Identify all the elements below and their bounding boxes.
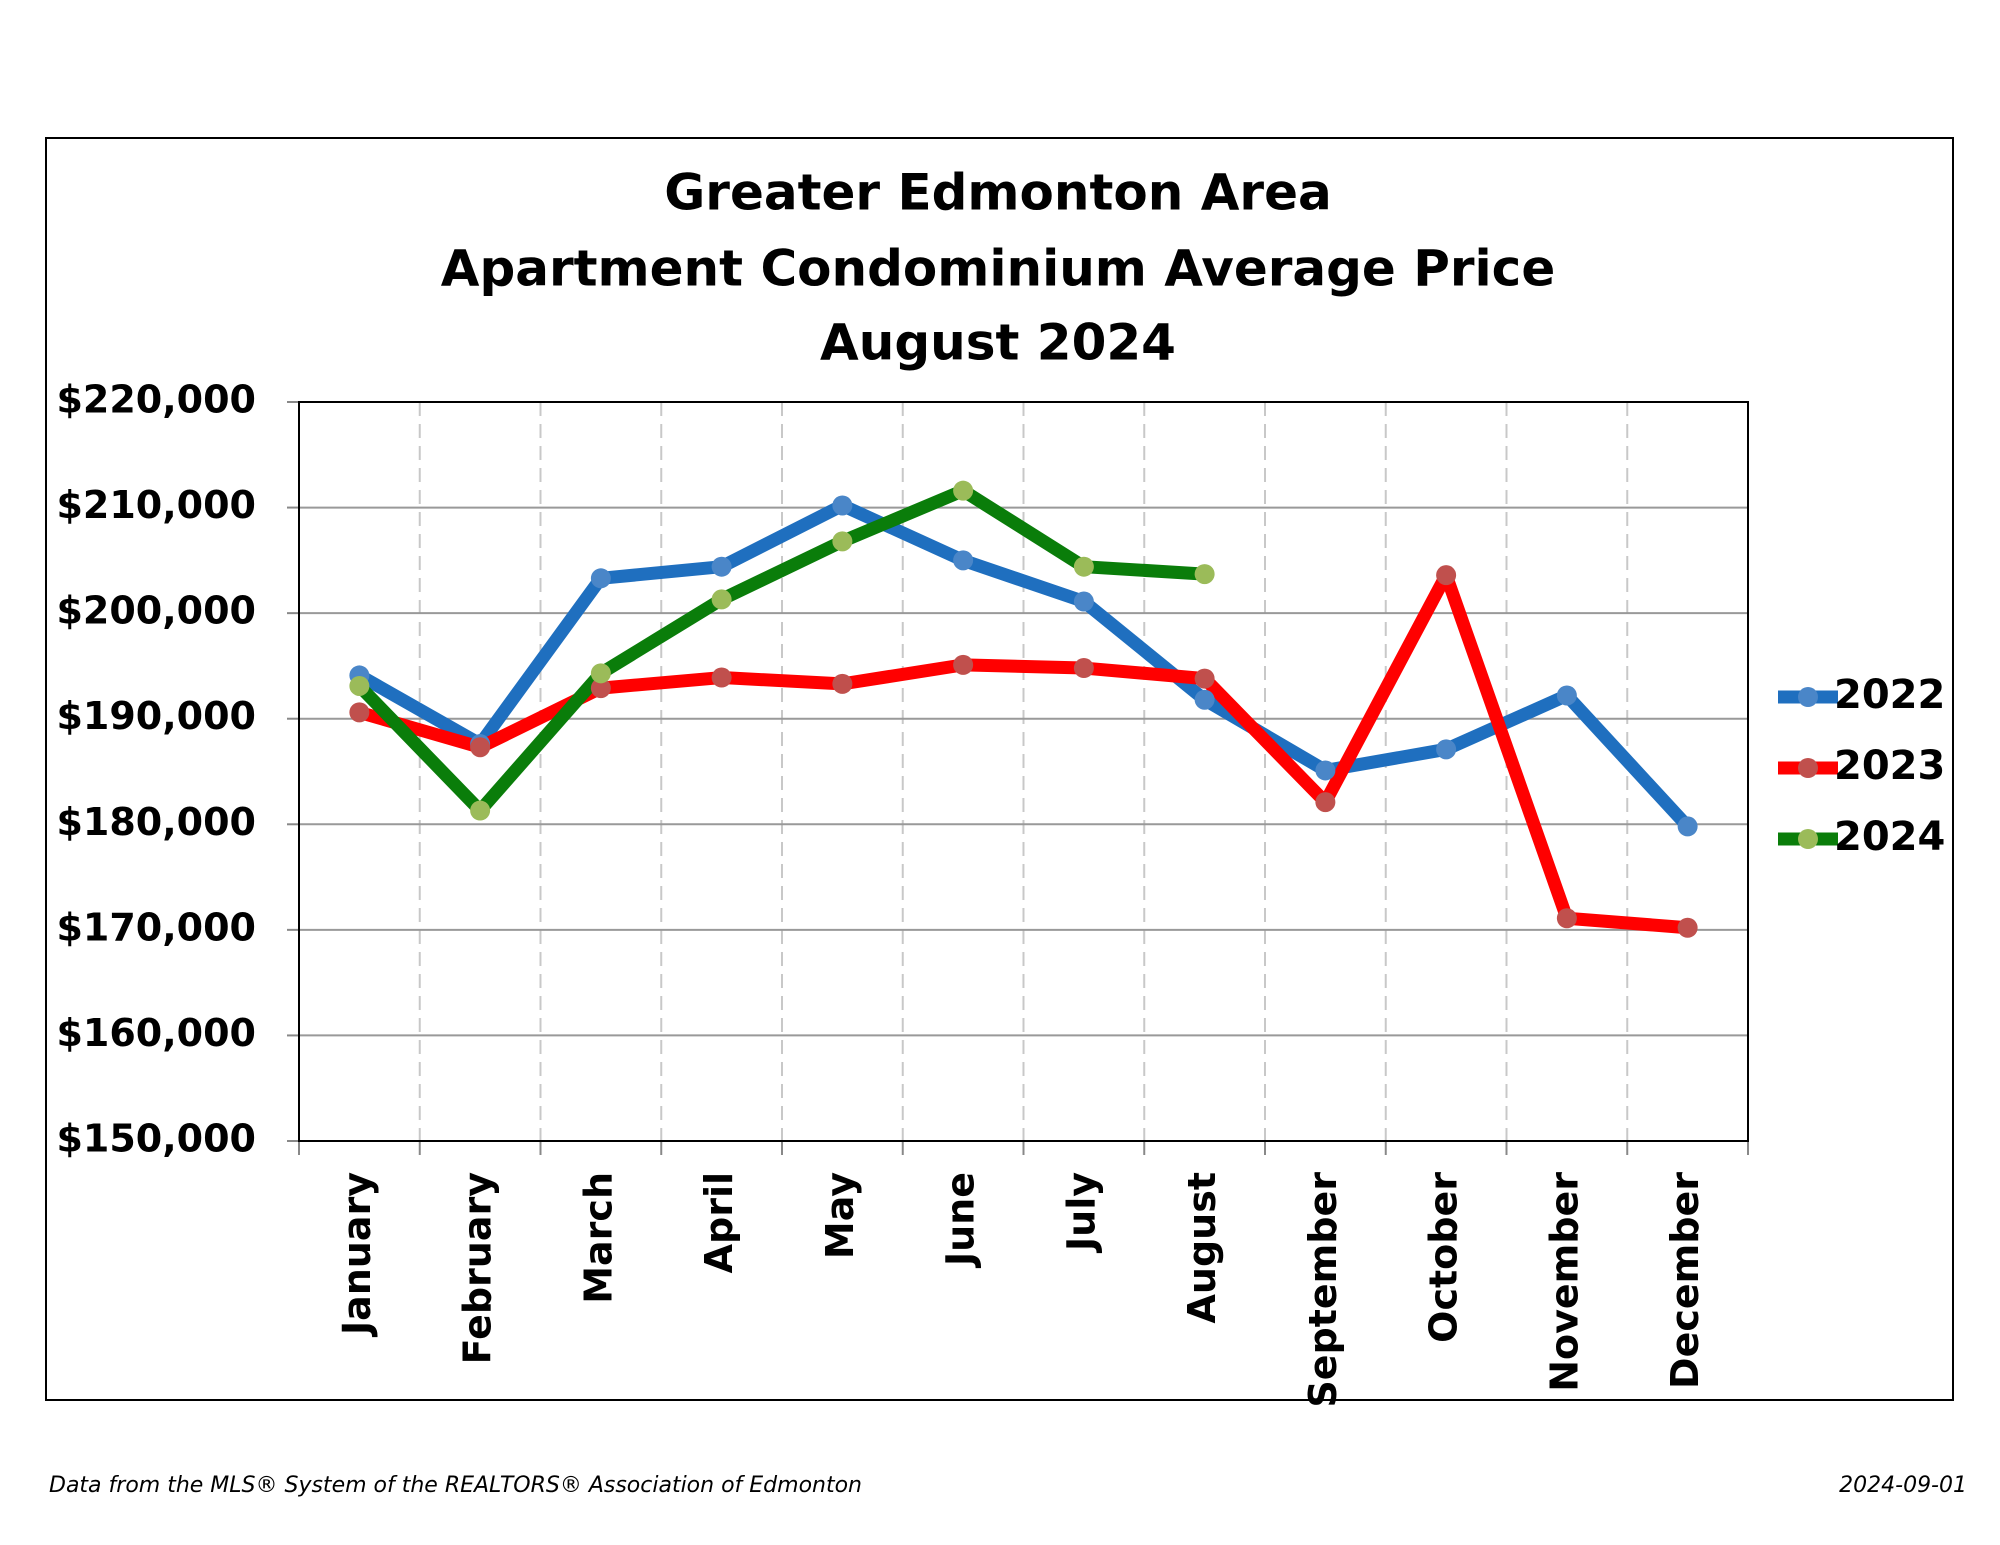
- data-point: [470, 737, 491, 758]
- x-tick-label: January: [335, 1172, 379, 1338]
- data-point: [1194, 564, 1215, 585]
- data-point: [1073, 591, 1094, 612]
- legend-label: 2022: [1834, 672, 1945, 718]
- data-point: [349, 675, 370, 696]
- data-point: [953, 654, 974, 675]
- data-point: [1073, 658, 1094, 679]
- x-tick-label: April: [697, 1172, 741, 1273]
- data-point: [590, 663, 611, 684]
- data-point: [711, 667, 732, 688]
- chart-title: Greater Edmonton Area: [664, 164, 1331, 222]
- series-line: [354, 484, 1206, 818]
- y-tick-label: $190,000: [56, 694, 256, 738]
- data-point: [1194, 668, 1215, 689]
- legend-marker: [1798, 758, 1818, 778]
- data-point: [953, 480, 974, 501]
- data-point: [953, 550, 974, 571]
- data-point: [590, 678, 611, 699]
- legend-marker: [1798, 687, 1818, 707]
- x-tick-label: March: [576, 1172, 620, 1304]
- data-point: [1436, 739, 1457, 760]
- data-point: [1677, 917, 1698, 938]
- y-tick-label: $160,000: [56, 1011, 256, 1055]
- legend-label: 2024: [1834, 814, 1945, 860]
- data-point: [1556, 685, 1577, 706]
- data-point: [1073, 556, 1094, 577]
- x-tick-label: May: [818, 1172, 862, 1259]
- data-point: [1315, 792, 1336, 813]
- data-point: [1677, 816, 1698, 837]
- x-tick-label: August: [1180, 1172, 1224, 1324]
- y-tick-label: $170,000: [56, 905, 256, 949]
- legend-marker: [1798, 829, 1818, 849]
- data-point: [711, 556, 732, 577]
- plot-border: [298, 401, 1749, 1142]
- y-tick-label: $200,000: [56, 589, 256, 633]
- data-point: [711, 589, 732, 610]
- footer-source: Data from the MLS® System of the REALTOR…: [49, 1473, 862, 1498]
- data-point: [1315, 760, 1336, 781]
- data-point: [590, 568, 611, 589]
- data-point: [349, 702, 370, 723]
- data-point: [1556, 908, 1577, 929]
- y-tick-label: $210,000: [56, 483, 256, 527]
- x-tick-label: July: [1059, 1172, 1103, 1254]
- y-tick-label: $180,000: [56, 800, 256, 844]
- data-point: [470, 800, 491, 821]
- data-point: [832, 495, 853, 516]
- x-tick-label: November: [1542, 1172, 1586, 1392]
- series-line: [356, 498, 1693, 831]
- data-point: [832, 531, 853, 552]
- data-point: [1436, 565, 1457, 586]
- y-tick-label: $220,000: [56, 378, 256, 422]
- x-tick-label: June: [939, 1172, 983, 1269]
- legend-label: 2023: [1834, 743, 1945, 789]
- chart-title: Apartment Condominium Average Price: [441, 240, 1555, 298]
- x-tick-label: September: [1301, 1172, 1345, 1408]
- chart-title: August 2024: [820, 314, 1176, 372]
- x-tick-label: December: [1663, 1172, 1707, 1389]
- x-tick-label: October: [1422, 1172, 1466, 1343]
- y-tick-label: $150,000: [56, 1117, 256, 1161]
- data-point: [832, 673, 853, 694]
- data-point: [1194, 689, 1215, 710]
- x-tick-label: February: [456, 1172, 500, 1365]
- footer-date: 2024-09-01: [1839, 1473, 1967, 1498]
